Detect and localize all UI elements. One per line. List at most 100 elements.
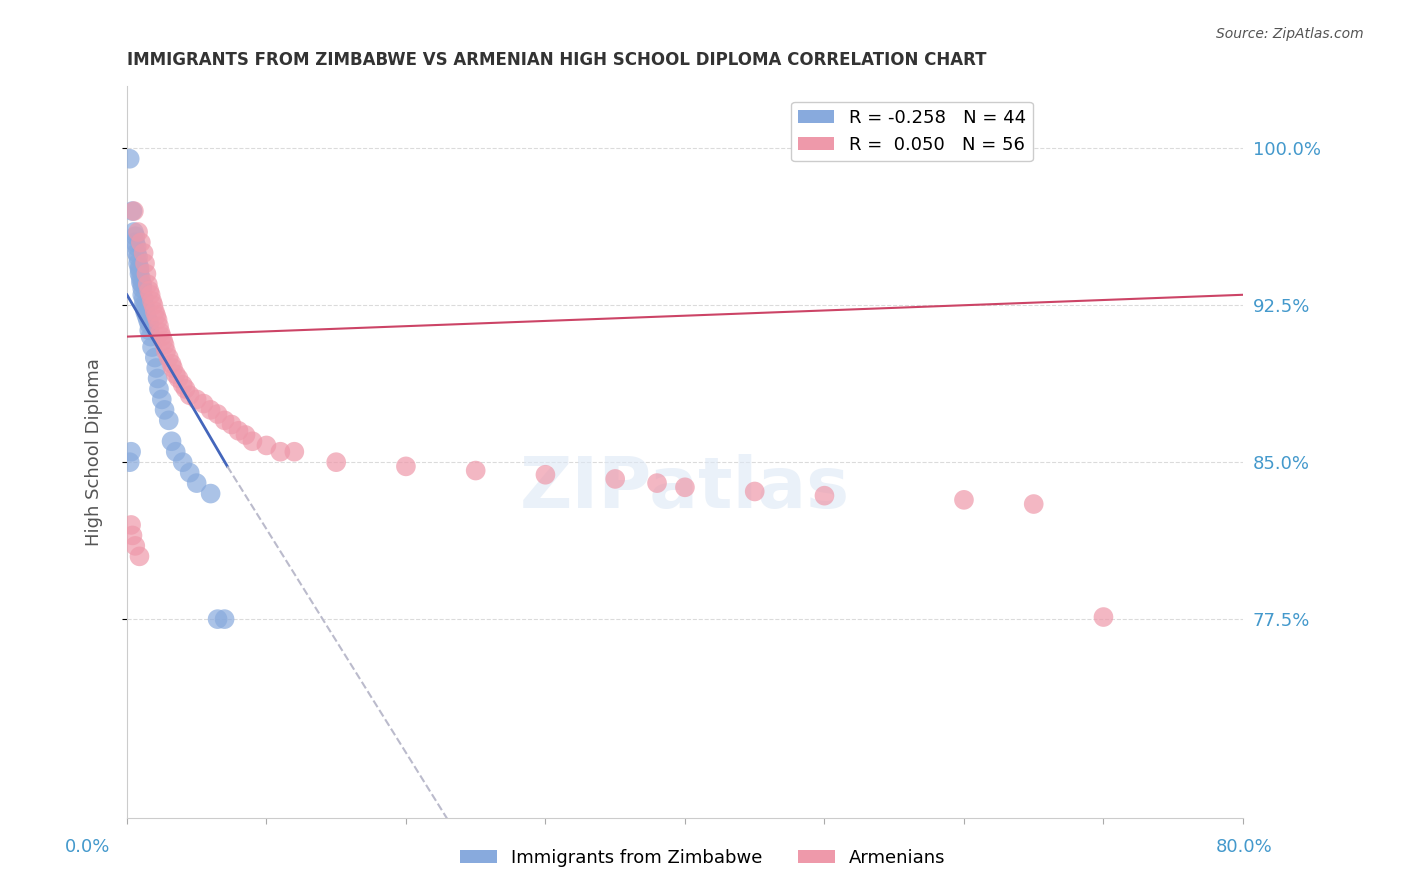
Point [122, 225, 145, 239]
Point [1092, 610, 1115, 624]
Point [186, 392, 208, 407]
Text: Source: ZipAtlas.com: Source: ZipAtlas.com [1216, 27, 1364, 41]
Point [673, 480, 696, 494]
Point [221, 417, 243, 432]
Point [120, 518, 142, 533]
Legend: R = -0.258   N = 44, R =  0.050   N = 56: R = -0.258 N = 44, R = 0.050 N = 56 [792, 102, 1033, 161]
Point [179, 388, 201, 402]
Point [157, 413, 180, 427]
Point [165, 444, 187, 458]
Point [153, 402, 176, 417]
Point [744, 484, 766, 499]
Point [139, 287, 162, 301]
Point [172, 455, 194, 469]
Point [134, 256, 156, 270]
Point [179, 466, 201, 480]
Point [146, 313, 169, 327]
Legend: Immigrants from Zimbabwe, Armenians: Immigrants from Zimbabwe, Armenians [453, 842, 953, 874]
Y-axis label: High School Diploma: High School Diploma [86, 358, 103, 546]
Point [121, 528, 143, 542]
Point [235, 428, 257, 442]
Point [127, 250, 149, 264]
Point [121, 204, 143, 219]
Point [135, 309, 157, 323]
Point [214, 413, 236, 427]
Point [125, 246, 148, 260]
Point [128, 262, 150, 277]
Point [134, 304, 156, 318]
Point [138, 284, 160, 298]
Point [148, 382, 170, 396]
Point [207, 407, 229, 421]
Point [124, 539, 146, 553]
Point [118, 455, 141, 469]
Point [124, 235, 146, 250]
Point [269, 444, 291, 458]
Point [138, 317, 160, 331]
Point [167, 371, 190, 385]
Point [142, 298, 165, 312]
Point [162, 361, 184, 376]
Text: 80.0%: 80.0% [1216, 838, 1272, 855]
Point [129, 271, 152, 285]
Point [148, 319, 170, 334]
Point [155, 344, 177, 359]
Point [325, 455, 347, 469]
Point [953, 492, 976, 507]
Point [138, 323, 160, 337]
Point [813, 489, 835, 503]
Point [150, 329, 173, 343]
Point [395, 459, 418, 474]
Point [157, 351, 180, 365]
Point [120, 444, 142, 458]
Point [129, 235, 152, 250]
Point [150, 392, 173, 407]
Point [143, 351, 166, 365]
Point [128, 260, 150, 275]
Point [132, 246, 155, 260]
Point [534, 467, 557, 482]
Point [152, 334, 174, 348]
Point [145, 361, 167, 376]
Point [124, 229, 146, 244]
Point [145, 309, 167, 323]
Point [139, 329, 162, 343]
Point [125, 240, 148, 254]
Point [228, 424, 250, 438]
Point [143, 304, 166, 318]
Point [605, 472, 627, 486]
Point [128, 549, 150, 564]
Point [135, 267, 157, 281]
Point [129, 275, 152, 289]
Point [132, 292, 155, 306]
Point [134, 301, 156, 315]
Point [254, 438, 277, 452]
Point [136, 277, 159, 292]
Point [207, 612, 229, 626]
Point [464, 464, 486, 478]
Point [122, 204, 145, 219]
Point [172, 377, 194, 392]
Point [132, 298, 155, 312]
Point [141, 340, 163, 354]
Point [131, 287, 153, 301]
Point [645, 476, 668, 491]
Point [149, 326, 172, 340]
Point [283, 444, 305, 458]
Point [160, 357, 183, 371]
Point [131, 281, 153, 295]
Point [128, 267, 150, 281]
Point [186, 476, 208, 491]
Point [200, 402, 222, 417]
Point [160, 434, 183, 449]
Point [174, 382, 197, 396]
Point [153, 338, 176, 352]
Point [165, 368, 187, 382]
Point [214, 612, 236, 626]
Text: ZIPatlas: ZIPatlas [520, 454, 851, 523]
Point [193, 396, 215, 410]
Point [127, 256, 149, 270]
Point [141, 294, 163, 309]
Point [242, 434, 264, 449]
Point [146, 371, 169, 385]
